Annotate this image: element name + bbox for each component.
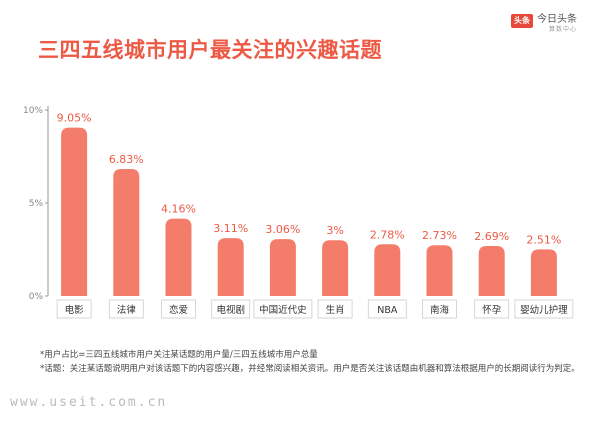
logo-badge: 头条 (511, 14, 533, 28)
y-tick-label: 10% (23, 106, 43, 116)
category-label: 婴幼儿护理 (520, 304, 568, 316)
logo-text: 今日头条 算数中心 (537, 14, 577, 34)
toutiao-logo: 头条 今日头条 算数中心 (511, 14, 577, 34)
category-label: 电影 (65, 304, 85, 316)
bar (530, 249, 557, 296)
category-label: 生肖 (326, 304, 345, 316)
bar-value-label: 2.78% (370, 228, 405, 241)
bar (217, 238, 244, 296)
category-label: 恋爱 (169, 304, 188, 316)
category-label-box (108, 299, 144, 319)
bar-value-label: 9.05% (57, 112, 92, 125)
bar-value-label: 6.83% (109, 153, 144, 166)
category-label: 南海 (430, 304, 450, 316)
bar (269, 239, 296, 296)
footnotes: *用户占比=三四五线城市用户关注某话题的用户量/三四五线城市用户总量 *话题：关… (40, 349, 580, 377)
category-label-box (514, 299, 574, 319)
category-label: 中国近代史 (259, 304, 307, 316)
bar (61, 127, 88, 296)
bar-value-label: 2.69% (474, 230, 509, 243)
bar-value-label: 3% (326, 224, 343, 237)
category-label-box (56, 299, 92, 319)
footnote-topic: *话题：关注某话题说明用户对该话题下的内容感兴趣，并经常阅读相关资讯。用户是否关… (40, 364, 580, 374)
category-label-box (367, 299, 407, 319)
bar-value-label: 3.11% (213, 222, 248, 235)
category-label: 怀孕 (482, 304, 502, 316)
logo-main-text: 今日头条 (537, 14, 577, 25)
bar (478, 245, 505, 296)
bar-value-label: 2.51% (526, 233, 561, 246)
footnote-user-ratio: *用户占比=三四五线城市用户关注某话题的用户量/三四五线城市用户总量 (40, 350, 318, 360)
y-tick-label: 0% (29, 292, 44, 302)
category-label: NBA (377, 305, 398, 316)
bar (165, 218, 192, 296)
category-label-box (211, 299, 251, 319)
logo-sub-text: 算数中心 (548, 26, 577, 33)
bar (113, 168, 140, 296)
bar (374, 244, 401, 296)
bar (322, 240, 349, 296)
category-label: 电视剧 (216, 304, 245, 316)
bar-value-label: 2.73% (422, 229, 457, 242)
category-label-box (253, 299, 313, 319)
bar (426, 245, 453, 296)
bar-value-label: 4.16% (161, 203, 196, 216)
category-label-box (474, 299, 510, 319)
bar-chart: 0% 5% 10% 9.05% 电影 6.83% 法律 4.16% 恋爱 3.11% 电视剧 3.06… (23, 106, 574, 319)
category-label: 法律 (117, 304, 137, 316)
category-label-box (161, 299, 196, 319)
category-label-box (317, 299, 353, 319)
y-tick-label: 5% (29, 199, 44, 209)
bar-value-label: 3.06% (265, 223, 300, 236)
watermark: www.useit.com.cn (10, 395, 168, 410)
page-title: 三四五线城市用户最关注的兴趣话题 (38, 38, 382, 62)
category-label-box (422, 299, 457, 319)
